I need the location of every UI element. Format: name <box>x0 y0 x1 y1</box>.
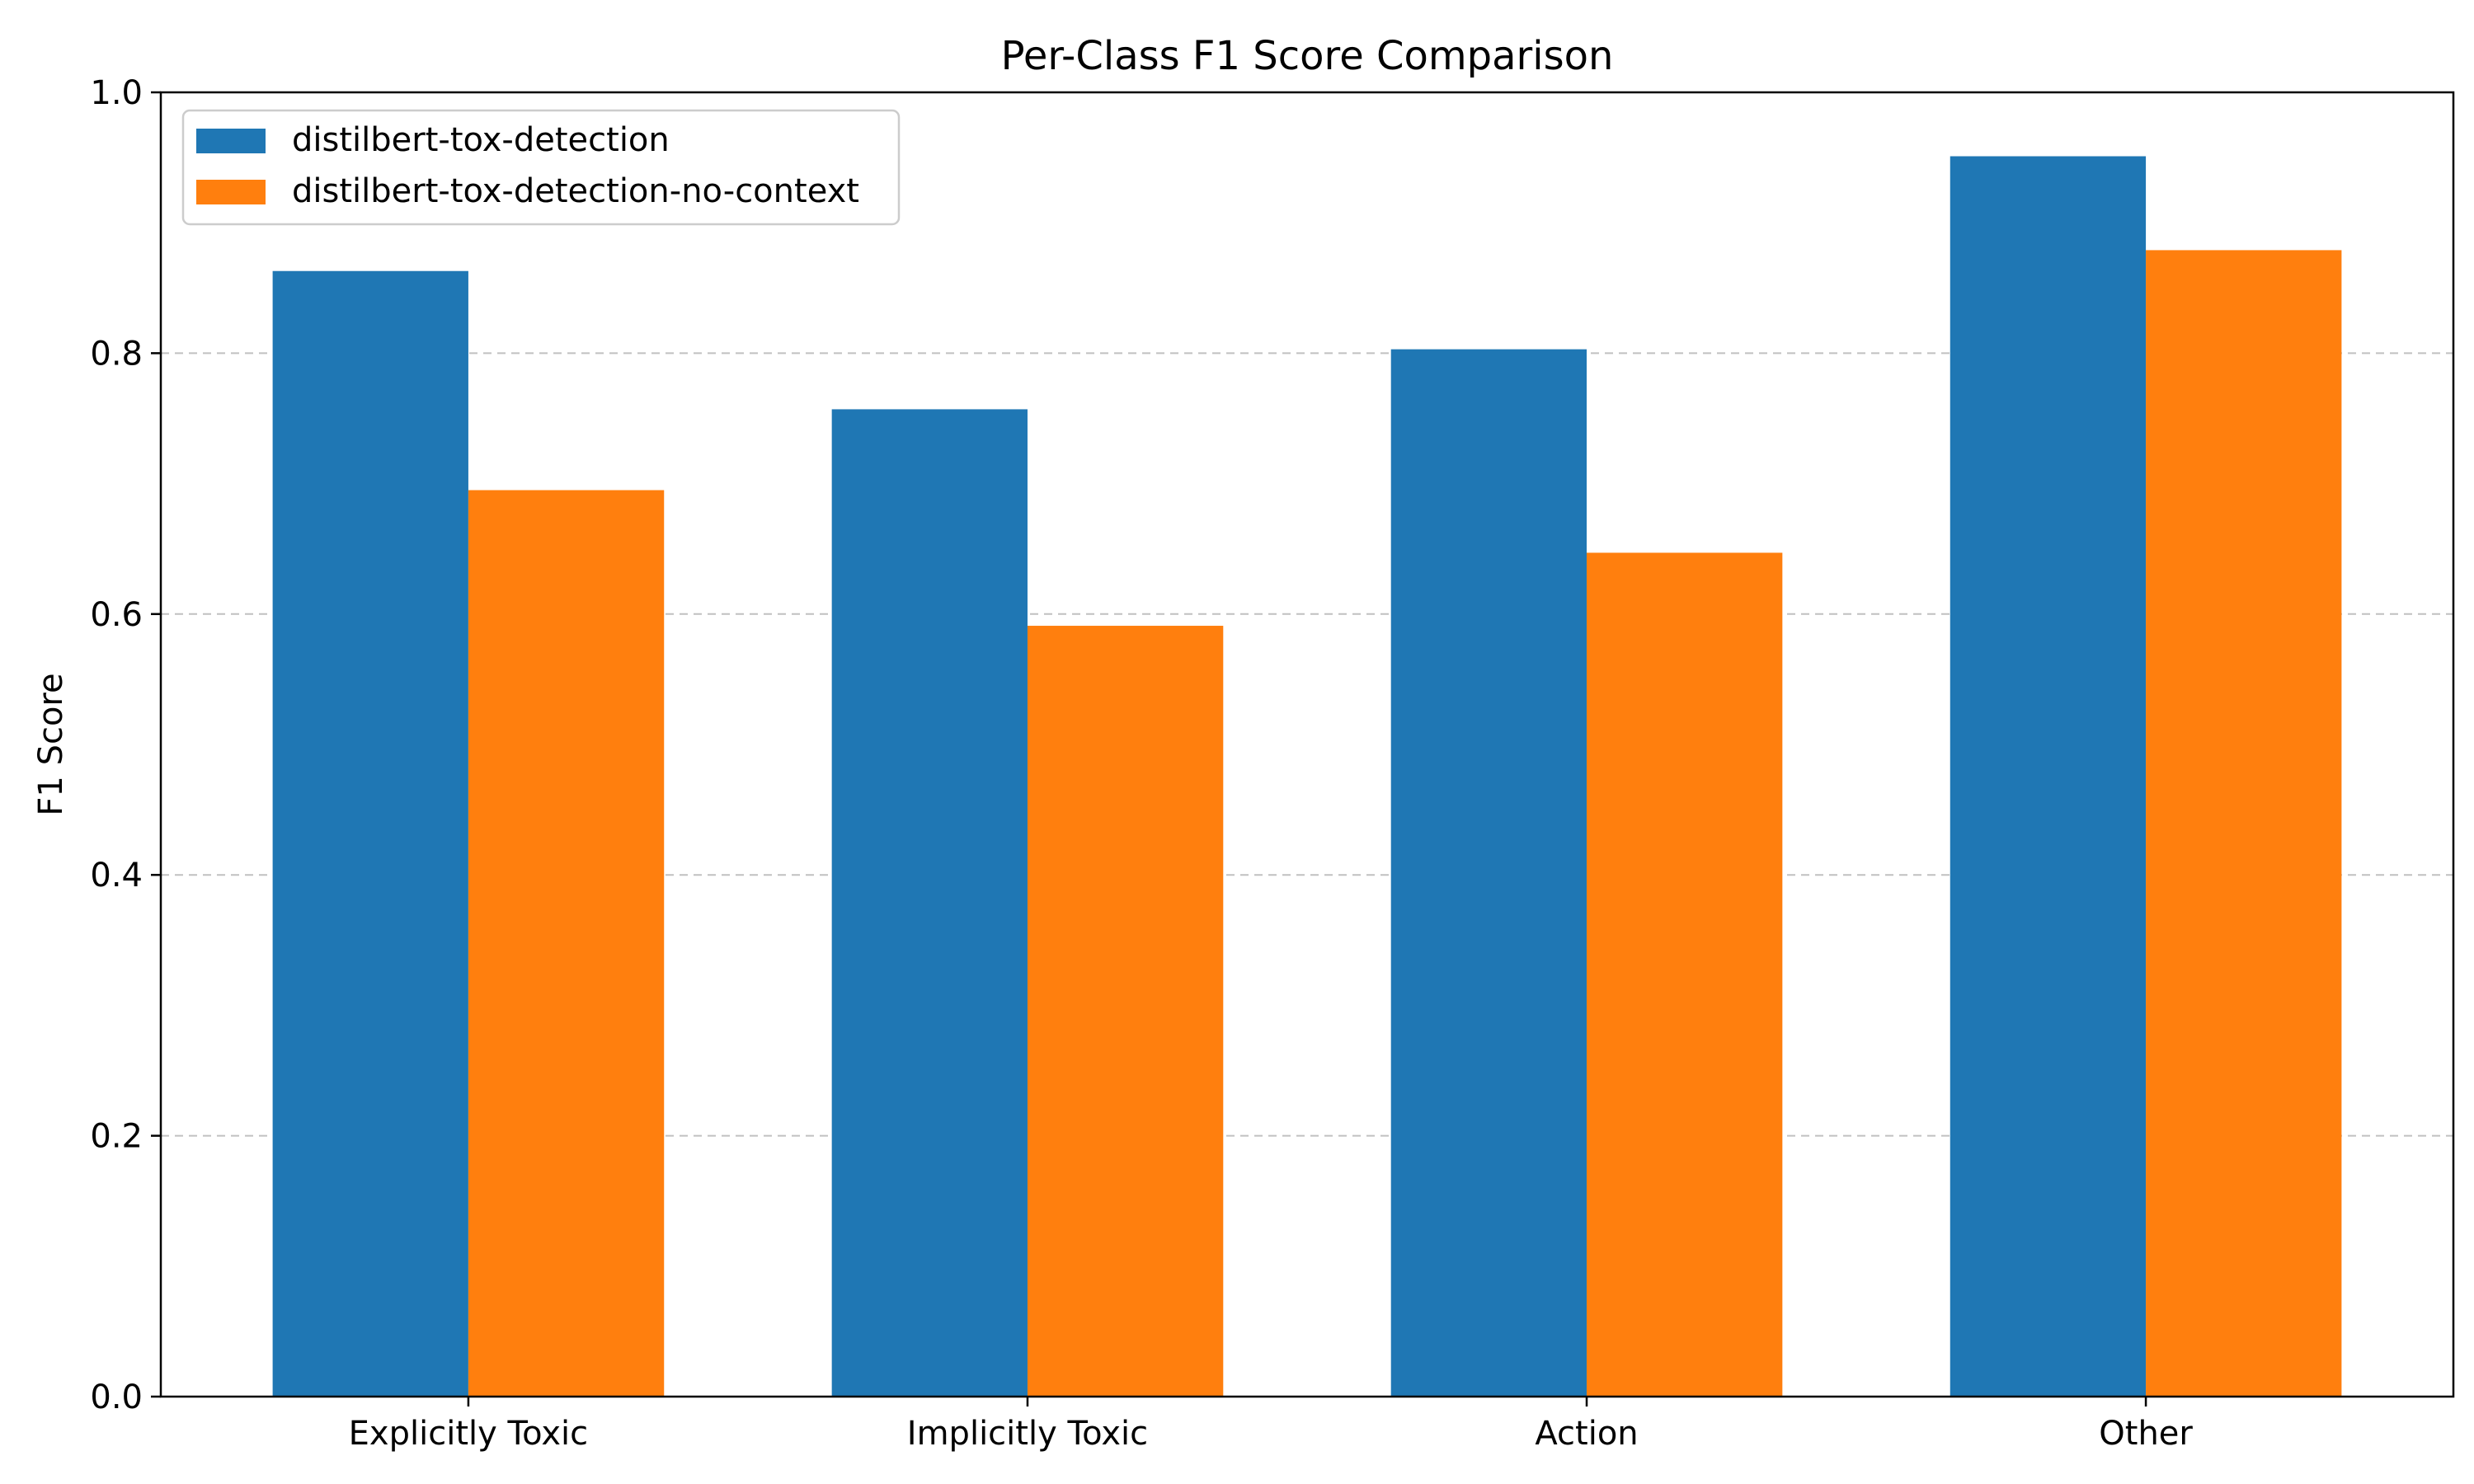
y-tick-label: 0.8 <box>90 335 143 373</box>
bar-series-2 <box>468 490 665 1397</box>
y-axis: 0.0 0.2 0.4 0.6 0.8 1.0 <box>90 74 161 1416</box>
bar-series-1 <box>831 409 1028 1397</box>
bar-series-1 <box>272 270 468 1397</box>
bar-series-2 <box>2146 250 2342 1397</box>
bar-series-1 <box>1950 156 2147 1397</box>
x-tick-label: Explicitly Toxic <box>349 1415 589 1453</box>
y-axis-label: F1 Score <box>32 673 70 815</box>
legend: distilbert-tox-detection distilbert-tox-… <box>181 109 901 226</box>
bar-series-2 <box>1027 626 1224 1397</box>
y-tick-label: 0.2 <box>90 1118 143 1156</box>
bars <box>272 156 2342 1397</box>
bar-series-1 <box>1390 349 1587 1397</box>
chart-title: Per-Class F1 Score Comparison <box>1001 33 1614 79</box>
plot-frame <box>159 91 2455 1398</box>
y-tick-label: 0.4 <box>90 857 143 895</box>
legend-box <box>181 109 901 226</box>
y-tick-label: 0.6 <box>90 596 143 634</box>
legend-label-series-2: distilbert-tox-detection-no-context <box>292 172 859 210</box>
x-tick-label: Action <box>1535 1415 1638 1453</box>
x-tick-label: Other <box>2099 1415 2193 1453</box>
bar-series-2 <box>1587 552 1783 1397</box>
legend-swatch-series-2 <box>196 180 266 204</box>
legend-swatch-series-1 <box>196 129 266 153</box>
x-tick-label: Implicitly Toxic <box>907 1415 1148 1453</box>
y-tick-label: 0.0 <box>90 1378 143 1416</box>
y-tick-label: 1.0 <box>90 74 143 112</box>
legend-label-series-1: distilbert-tox-detection <box>292 121 670 159</box>
x-axis: Explicitly Toxic Implicitly Toxic Action Ot… <box>349 1397 2193 1453</box>
